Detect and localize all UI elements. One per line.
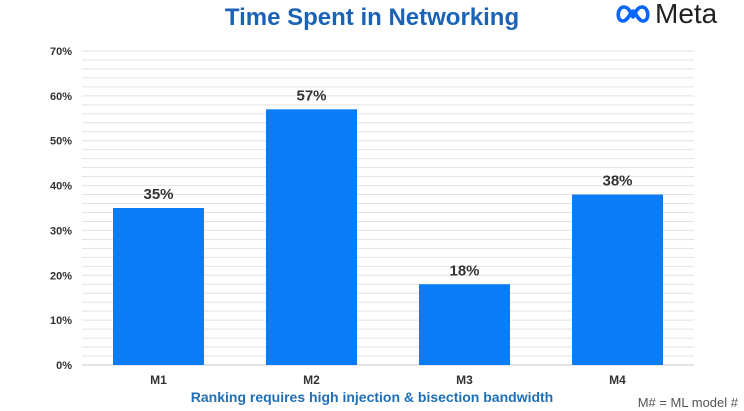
y-tick-label: 20% (50, 270, 72, 282)
y-tick-label: 60% (50, 91, 72, 103)
chart-title: Time Spent in Networking (224, 4, 520, 31)
bar (113, 208, 204, 365)
meta-logo: Meta (614, 0, 718, 29)
meta-logo-text: Meta (655, 0, 718, 29)
data-label: 18% (449, 262, 479, 279)
y-tick-label: 10% (50, 315, 72, 327)
x-category-label: M4 (609, 373, 626, 387)
x-category-label: M2 (303, 373, 320, 387)
footnote: M# = ML model # (637, 395, 738, 410)
meta-infinity-icon (616, 5, 650, 23)
y-tick-label: 50% (50, 136, 72, 148)
data-label: 57% (296, 87, 326, 104)
y-tick-label: 70% (50, 46, 72, 58)
bar (572, 194, 663, 365)
chart-subtitle: Ranking requires high injection & bisect… (190, 389, 554, 405)
x-category-label: M3 (456, 373, 473, 387)
data-label: 35% (143, 186, 173, 203)
y-tick-label: 30% (50, 225, 72, 237)
data-label: 38% (602, 173, 632, 190)
y-tick-label: 0% (56, 360, 72, 372)
x-category-label: M1 (150, 373, 167, 387)
y-tick-label: 40% (50, 181, 72, 193)
bar (266, 109, 357, 365)
bar (419, 284, 510, 365)
